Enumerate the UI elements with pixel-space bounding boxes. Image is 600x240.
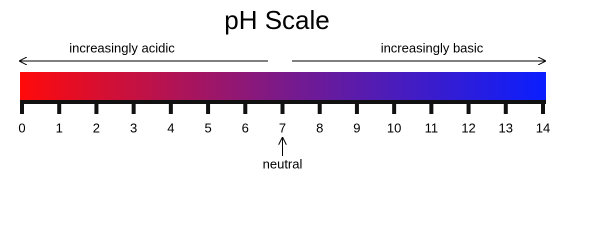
- gradient-bar: [20, 72, 546, 102]
- tick-label: 1: [56, 120, 63, 135]
- tick-label: 11: [425, 120, 439, 135]
- tick-mark: [503, 104, 508, 114]
- tick-label: 5: [204, 120, 211, 135]
- tick-label: 6: [242, 120, 249, 135]
- tick-mark: [243, 104, 248, 114]
- tick-label: 13: [499, 120, 513, 135]
- tick-label: 7: [279, 120, 286, 135]
- tick-mark: [392, 104, 397, 114]
- title: pH Scale: [224, 5, 330, 35]
- tick-label: 8: [316, 120, 323, 135]
- tick-label: 10: [387, 120, 401, 135]
- bar-base: [20, 100, 546, 104]
- tick-mark: [429, 104, 434, 114]
- ph-scale-diagram: pH Scale increasingly acidic increasingl…: [18, 5, 550, 172]
- tick-mark: [466, 104, 471, 114]
- tick-label: 2: [93, 120, 100, 135]
- tick-mark: [354, 104, 359, 114]
- tick-label: 4: [167, 120, 174, 135]
- tick-mark: [94, 104, 99, 114]
- tick-label: 0: [18, 120, 25, 135]
- tick-mark: [317, 104, 322, 114]
- tick-label: 14: [536, 120, 550, 135]
- tick-mark: [280, 104, 285, 114]
- tick-mark: [206, 104, 211, 114]
- tick-mark: [168, 104, 173, 114]
- basic-label: increasingly basic: [381, 40, 484, 55]
- tick-group: 0 1 2 3 4 5 6 7 8 9 10 11 12 13 14: [18, 104, 550, 135]
- neutral-label: neutral: [263, 156, 303, 171]
- tick-mark: [20, 104, 24, 114]
- tick-label: 9: [353, 120, 360, 135]
- tick-mark: [131, 104, 136, 114]
- tick-mark: [57, 104, 62, 114]
- tick-label: 12: [461, 120, 475, 135]
- tick-mark: [541, 104, 545, 114]
- neutral-group: neutral: [263, 138, 303, 171]
- acidic-label: increasingly acidic: [69, 40, 175, 55]
- tick-label: 3: [130, 120, 137, 135]
